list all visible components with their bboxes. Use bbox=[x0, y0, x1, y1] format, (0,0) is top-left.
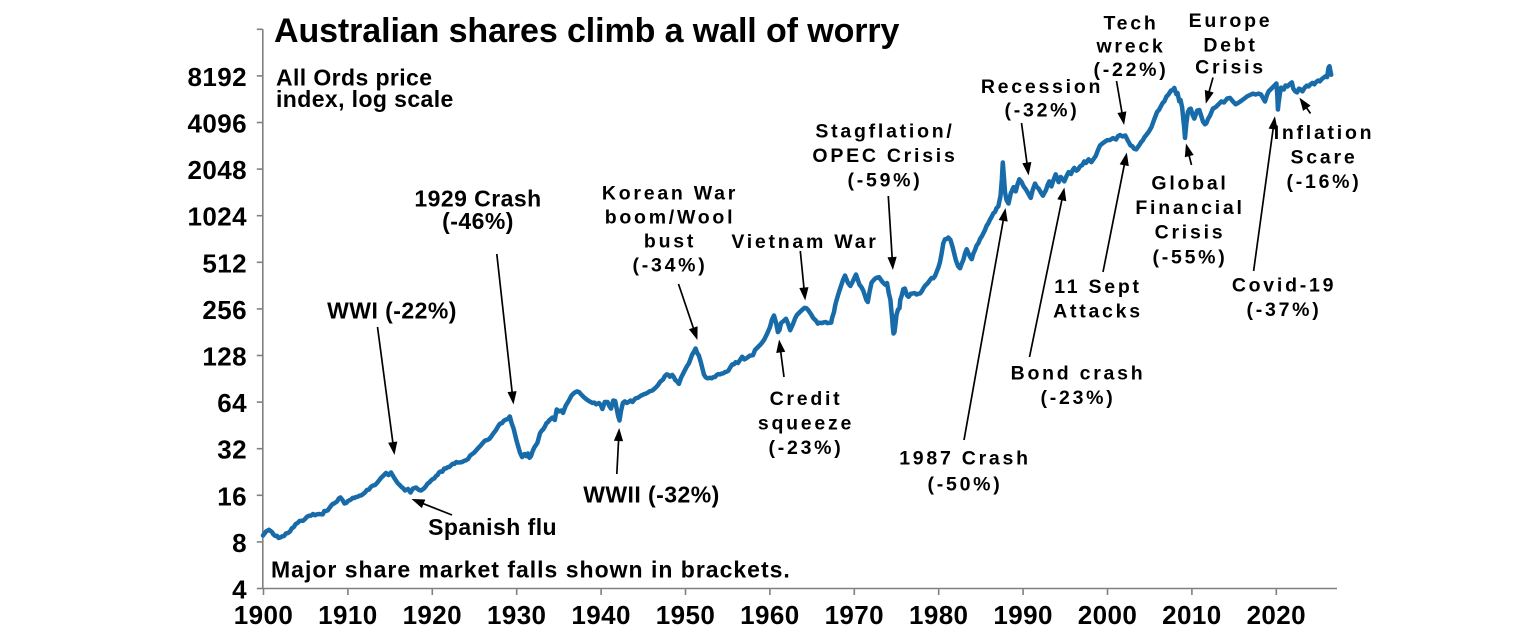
svg-text:2020: 2020 bbox=[1247, 600, 1306, 630]
svg-text:1970: 1970 bbox=[825, 600, 884, 630]
svg-text:1990: 1990 bbox=[993, 600, 1052, 630]
svg-text:1930: 1930 bbox=[487, 600, 546, 630]
svg-text:32: 32 bbox=[217, 435, 247, 465]
svg-text:16: 16 bbox=[217, 481, 247, 511]
svg-text:256: 256 bbox=[202, 295, 247, 325]
svg-text:Recession(-32%): Recession (-32%) bbox=[981, 76, 1103, 121]
svg-text:Spanish flu: Spanish flu bbox=[428, 514, 557, 540]
svg-text:4096: 4096 bbox=[188, 109, 247, 139]
svg-text:index, log scale: index, log scale bbox=[276, 86, 454, 112]
svg-text:1940: 1940 bbox=[571, 600, 630, 630]
svg-text:Bond crash(-23%): Bond crash (-23%) bbox=[1011, 363, 1146, 410]
svg-text:64: 64 bbox=[217, 388, 247, 418]
svg-text:All Ords price: All Ords price bbox=[276, 64, 432, 90]
svg-text:8192: 8192 bbox=[188, 62, 247, 92]
svg-text:1950: 1950 bbox=[656, 600, 715, 630]
svg-text:WWII (-32%): WWII (-32%) bbox=[583, 482, 720, 508]
svg-text:1910: 1910 bbox=[318, 600, 377, 630]
svg-text:512: 512 bbox=[202, 248, 247, 278]
svg-text:1987 Crash(-50%): 1987 Crash (-50%) bbox=[899, 448, 1031, 496]
svg-text:1929 Crash(-46%): 1929 Crash (-46%) bbox=[414, 186, 541, 235]
svg-text:WWI (-22%): WWI (-22%) bbox=[327, 298, 457, 324]
svg-text:2000: 2000 bbox=[1078, 600, 1137, 630]
svg-text:4: 4 bbox=[232, 575, 247, 605]
svg-text:8: 8 bbox=[232, 528, 247, 558]
svg-text:128: 128 bbox=[202, 342, 247, 372]
svg-text:Major share market falls shown: Major share market falls shown in bracke… bbox=[271, 557, 791, 583]
svg-text:1980: 1980 bbox=[909, 600, 968, 630]
svg-text:Stagflation/OPEC Crisis(-59%): Stagflation/OPEC Crisis (-59%) bbox=[812, 121, 957, 192]
svg-text:2010: 2010 bbox=[1162, 600, 1221, 630]
svg-text:1920: 1920 bbox=[403, 600, 462, 630]
svg-text:1900: 1900 bbox=[234, 600, 293, 630]
svg-text:1024: 1024 bbox=[188, 202, 248, 232]
svg-text:1960: 1960 bbox=[740, 600, 799, 630]
svg-text:2048: 2048 bbox=[188, 155, 247, 185]
svg-text:Australian shares climb a wall: Australian shares climb a wall of worry bbox=[274, 12, 900, 50]
svg-text:Covid-19(-37%): Covid-19 (-37%) bbox=[1232, 275, 1336, 322]
svg-text:Vietnam War: Vietnam War bbox=[731, 231, 878, 253]
